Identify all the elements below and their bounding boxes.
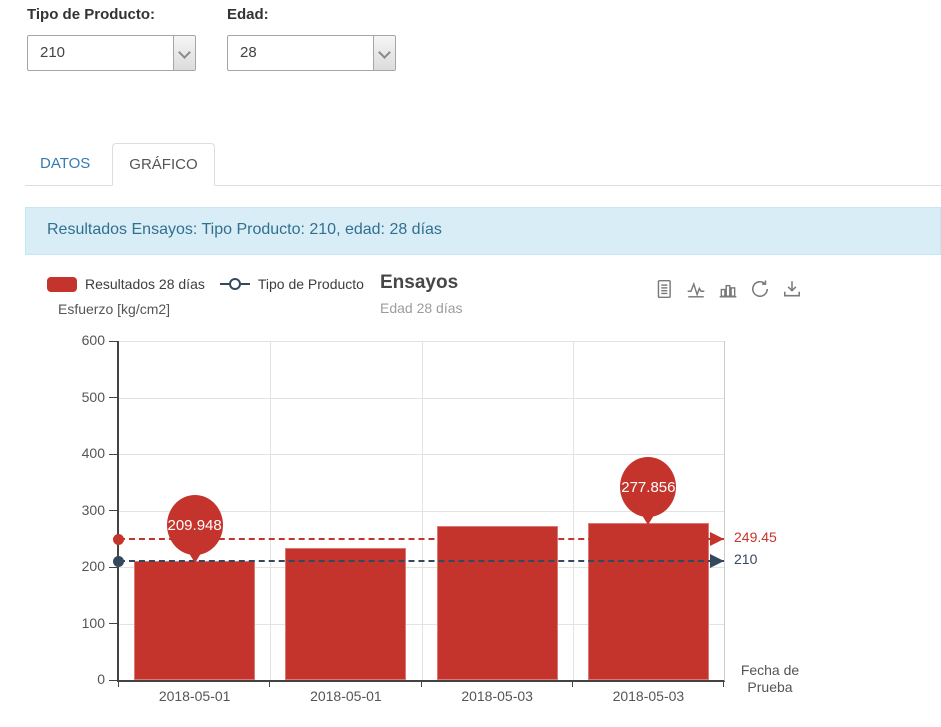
line-chart-icon[interactable] bbox=[686, 279, 706, 299]
y-tick-label: 100 bbox=[81, 614, 105, 631]
y-axis-tick bbox=[109, 623, 117, 624]
bar-series-swatch-icon bbox=[47, 276, 77, 292]
legend-item-resultados[interactable]: Resultados 28 días bbox=[47, 276, 205, 292]
gridline-vertical bbox=[421, 341, 423, 680]
y-axis-tick bbox=[109, 397, 117, 398]
legend-label-tipo-producto: Tipo de Producto bbox=[257, 276, 364, 292]
plotline-label: 249.45 bbox=[734, 529, 777, 546]
plot-area: Fecha de Prueba 0 100 200 300 400 500 600 2018-… bbox=[82, 332, 800, 704]
bar[interactable] bbox=[436, 526, 558, 680]
bar[interactable] bbox=[587, 523, 709, 680]
chevron-down-icon[interactable] bbox=[373, 36, 395, 70]
tipo-producto-value: 210 bbox=[40, 44, 66, 61]
chart-subtitle: Edad 28 días bbox=[380, 300, 463, 316]
tab-grafico[interactable]: GRÁFICO bbox=[112, 143, 215, 186]
gridline-vertical bbox=[572, 341, 574, 680]
x-axis-tick bbox=[420, 680, 422, 687]
plotline bbox=[119, 560, 724, 563]
chart-title: Ensayos bbox=[380, 272, 459, 293]
x-axis-tick bbox=[723, 680, 724, 687]
x-tick-label: 2018-05-01 bbox=[310, 688, 382, 704]
x-tick-label: 2018-05-03 bbox=[612, 688, 685, 704]
refresh-icon[interactable] bbox=[750, 279, 770, 299]
plotline-arrow-icon bbox=[710, 532, 724, 547]
y-axis-tick bbox=[109, 340, 117, 342]
edad-label: Edad: bbox=[227, 6, 269, 23]
chart-legend: Resultados 28 días Tipo de Producto bbox=[47, 276, 364, 292]
y-tick-label: 0 bbox=[97, 671, 105, 687]
line-series-marker-icon bbox=[219, 278, 250, 290]
tipo-producto-filter: Tipo de Producto: 210 bbox=[27, 6, 196, 71]
balloon-tail-icon bbox=[183, 545, 206, 564]
edad-value: 28 bbox=[240, 44, 257, 61]
balloon-tail-icon bbox=[637, 507, 660, 526]
x-axis-title: Fecha de Prueba bbox=[740, 662, 800, 695]
bar[interactable] bbox=[134, 561, 255, 680]
x-tick-label: 2018-05-03 bbox=[461, 688, 533, 704]
y-tick-label: 300 bbox=[81, 501, 105, 518]
y-tick-label: 400 bbox=[81, 445, 105, 461]
download-icon[interactable] bbox=[782, 279, 802, 299]
y-axis-tick bbox=[109, 566, 117, 568]
chevron-down-icon[interactable] bbox=[173, 36, 195, 70]
chart-toolbar bbox=[654, 279, 802, 299]
y-tick-label: 600 bbox=[81, 332, 105, 348]
plotline-label: 210 bbox=[734, 551, 758, 568]
x-axis-tick bbox=[118, 680, 119, 687]
bar[interactable] bbox=[285, 547, 407, 680]
tipo-producto-select[interactable]: 210 bbox=[27, 35, 196, 71]
y-tick-label: 500 bbox=[81, 388, 105, 405]
legend-label-resultados: Resultados 28 días bbox=[85, 276, 205, 292]
bar-value-balloon: 209.948 bbox=[155, 495, 235, 564]
x-axis-tick bbox=[571, 680, 573, 687]
y-axis-tick bbox=[109, 679, 117, 681]
chart-container: Resultados 28 días Tipo de Producto Ensa… bbox=[25, 255, 941, 727]
tab-bar: DATOS GRÁFICO bbox=[25, 143, 941, 186]
edad-filter: Edad: 28 bbox=[227, 6, 396, 71]
bar-value-balloon: 277.856 bbox=[608, 457, 688, 526]
plotline-dot-icon bbox=[113, 555, 124, 567]
panel-header: Resultados Ensayos: Tipo Producto: 210, … bbox=[25, 207, 941, 255]
edad-select[interactable]: 28 bbox=[227, 35, 396, 71]
legend-item-tipo-producto[interactable]: Tipo de Producto bbox=[219, 276, 364, 292]
x-axis-tick bbox=[269, 680, 271, 687]
y-tick-label: 200 bbox=[81, 558, 105, 574]
document-icon[interactable] bbox=[654, 279, 674, 299]
results-panel: Resultados Ensayos: Tipo Producto: 210, … bbox=[25, 207, 941, 727]
bar-chart-icon[interactable] bbox=[718, 279, 738, 299]
tab-datos[interactable]: DATOS bbox=[40, 155, 91, 172]
plotline-arrow-icon bbox=[710, 554, 724, 569]
tipo-producto-label: Tipo de Producto: bbox=[27, 6, 156, 23]
y-axis-tick bbox=[109, 453, 117, 455]
y-axis-title: Esfuerzo [kg/cm2] bbox=[58, 301, 171, 317]
plotline bbox=[119, 538, 724, 541]
x-tick-label: 2018-05-01 bbox=[158, 688, 231, 704]
y-axis-tick bbox=[109, 510, 117, 511]
plotline-dot-icon bbox=[113, 533, 124, 545]
gridline-vertical bbox=[270, 341, 272, 680]
